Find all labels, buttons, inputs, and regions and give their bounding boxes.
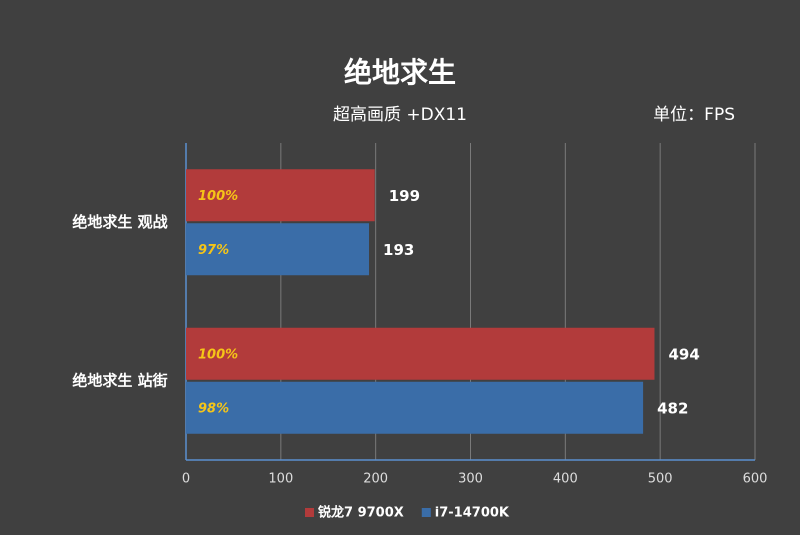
relative-label: 100%	[198, 347, 238, 362]
bar	[186, 327, 655, 380]
value-label: 482	[657, 399, 688, 417]
bar	[186, 169, 375, 222]
unit-label: 单位：FPS	[653, 105, 735, 125]
y-tick-label: 绝地求生 站街	[72, 371, 167, 389]
x-tick-label: 300	[458, 472, 483, 487]
y-tick-label: 绝地求生 观战	[72, 213, 167, 231]
x-tick-label: 100	[268, 472, 293, 487]
legend-swatch	[305, 508, 314, 517]
legend-label: 锐龙7 9700X	[318, 505, 404, 521]
x-tick-label: 0	[182, 472, 190, 487]
value-label: 494	[668, 345, 699, 363]
x-tick-label: 600	[743, 472, 768, 487]
legend-label: i7-14700K	[435, 506, 510, 521]
value-label: 193	[383, 241, 414, 259]
relative-label: 98%	[198, 401, 229, 416]
chart-subtitle: 超高画质 +DX11	[333, 105, 467, 125]
bar	[186, 381, 644, 434]
x-tick-label: 200	[363, 472, 388, 487]
x-tick-label: 500	[648, 472, 673, 487]
x-tick-label: 400	[553, 472, 578, 487]
chart-title: 绝地求生	[344, 56, 456, 89]
bar	[186, 223, 370, 276]
legend-swatch	[421, 508, 431, 517]
relative-label: 100%	[198, 189, 238, 204]
relative-label: 97%	[198, 243, 229, 258]
value-label: 199	[389, 187, 420, 205]
